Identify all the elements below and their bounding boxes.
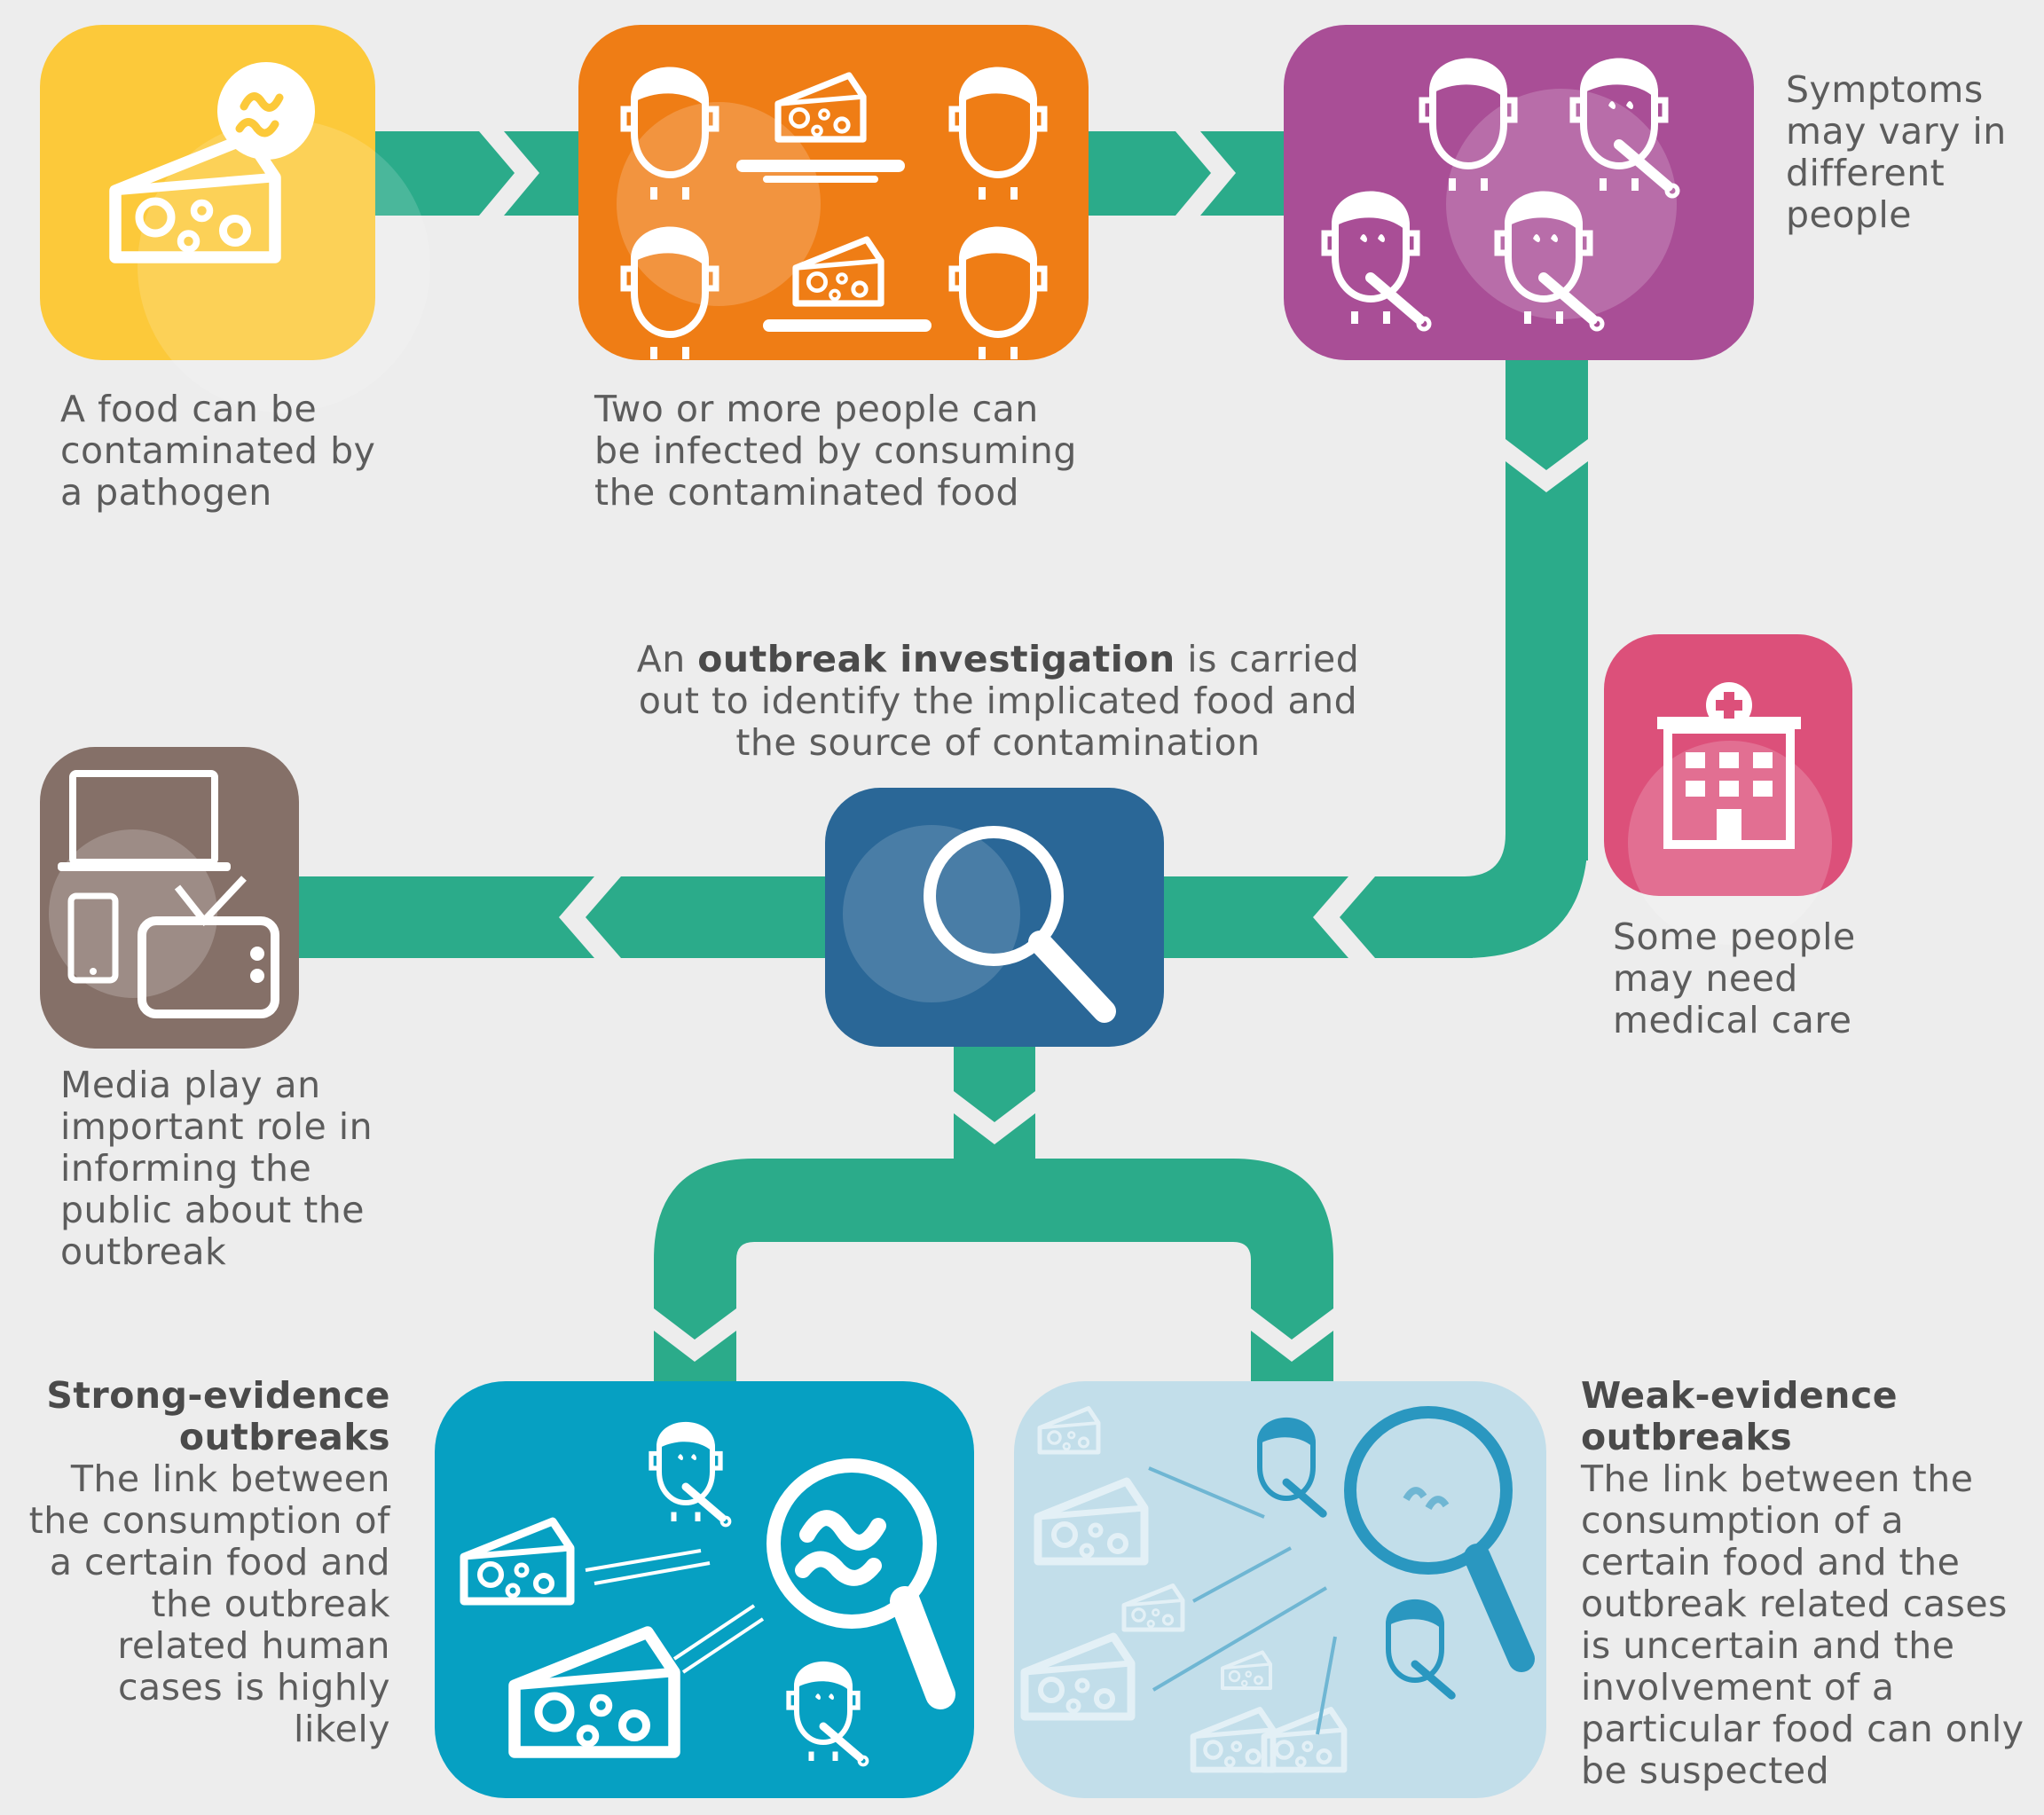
symptoms-caption: Symptoms may vary in different people [1786, 68, 2007, 236]
magnifier-icon [766, 1458, 955, 1709]
investigation-box [825, 788, 1164, 1047]
medical-box [1604, 634, 1852, 945]
strong-evidence-caption: Strong-evidence outbreaks The link betwe… [22, 1375, 390, 1750]
investigation-caption-post: is carried out to identify the implicate… [638, 638, 1360, 764]
weak-evidence-box [1014, 1381, 1546, 1798]
uncertain-arrows-icon [1148, 1466, 1337, 1735]
strong-evidence-box [435, 1381, 974, 1798]
infection-box [578, 25, 1089, 360]
strong-evidence-title: Strong-evidence outbreaks [46, 1374, 390, 1458]
phone-icon [67, 892, 119, 984]
investigation-caption-bold: outbreak investigation [697, 638, 1175, 680]
magnifier-icon [1344, 1406, 1535, 1672]
investigation-caption: An outbreak investigation is carried out… [603, 639, 1393, 764]
weak-evidence-caption: Weak-evidence outbreaks The link between… [1581, 1375, 2033, 1792]
person-icon [1386, 1599, 1456, 1700]
connector-arrows [284, 131, 1588, 1384]
medical-caption: Some people may need medical care [1613, 915, 1856, 1041]
link-arrows-icon [585, 1549, 765, 1674]
hospital-icon [1657, 682, 1801, 849]
tv-icon [138, 876, 279, 1018]
magnifier-icon [924, 826, 1116, 1023]
contamination-box [40, 25, 430, 412]
media-box [40, 747, 299, 1049]
strong-evidence-text: The link between the consumption of a ce… [28, 1458, 390, 1750]
person-icon [1257, 1417, 1327, 1518]
symptoms-box [1284, 25, 1754, 360]
investigation-caption-pre: An [636, 638, 698, 680]
media-caption: Media play an important role in informin… [60, 1064, 373, 1273]
weak-evidence-text: The link between the consumption of a ce… [1581, 1458, 2024, 1792]
infection-caption: Two or more people can be infected by co… [594, 388, 1077, 514]
contamination-caption: A food can be contaminated by a pathogen [60, 388, 376, 514]
weak-evidence-title: Weak-evidence outbreaks [1581, 1374, 1899, 1458]
laptop-icon [58, 770, 231, 871]
